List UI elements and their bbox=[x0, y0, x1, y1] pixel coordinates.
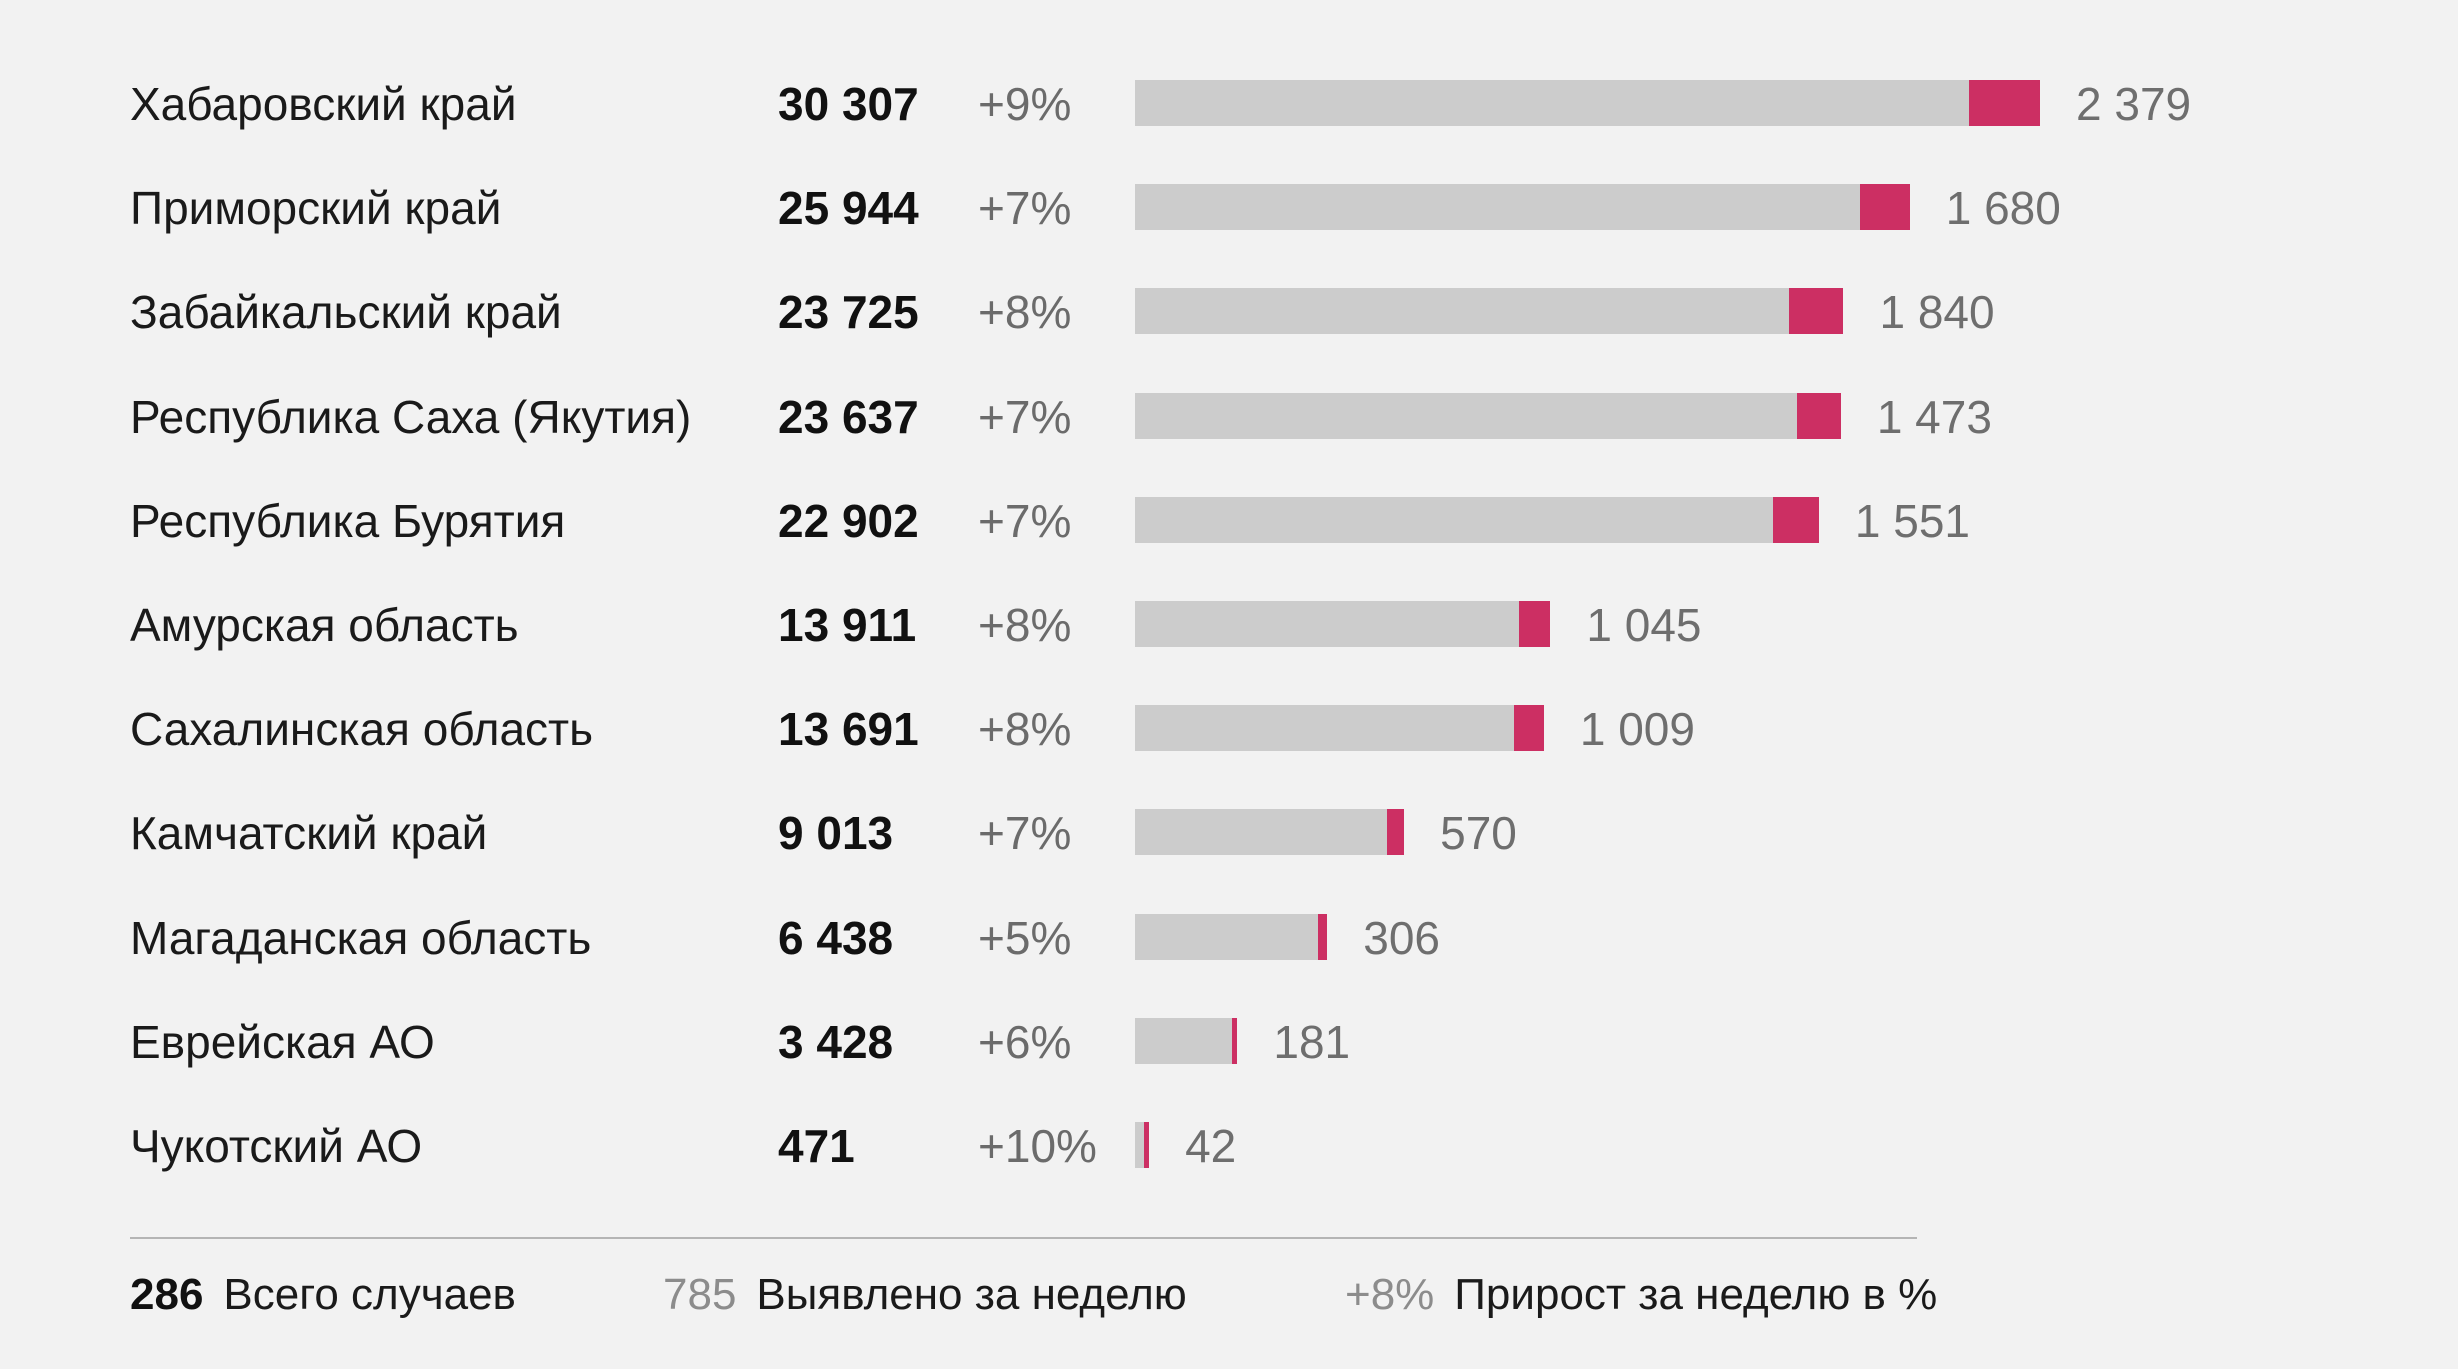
chart-row: Республика Саха (Якутия) 23 637 +7% 1 473 bbox=[0, 365, 2458, 469]
bar-previous-cases bbox=[1135, 705, 1514, 752]
bar-previous-cases bbox=[1135, 601, 1520, 647]
growth-percent-label: +8% bbox=[978, 599, 1072, 651]
chart-row: Амурская область 13 911 +8% 1 045 bbox=[0, 573, 2458, 677]
region-label: Еврейская АО bbox=[130, 1015, 435, 1068]
growth-percent-label: +7% bbox=[978, 390, 1072, 443]
growth-percent-label: +5% bbox=[978, 911, 1072, 964]
region-label: Республика Саха (Якутия) bbox=[130, 390, 692, 443]
total-cases-label: 3 428 bbox=[778, 1015, 894, 1068]
bar-weekly-cases bbox=[1788, 288, 1844, 335]
chart-row: Приморский край 25 944 +7% 1 680 bbox=[0, 156, 2458, 260]
total-cases-label: 22 902 bbox=[778, 494, 919, 547]
region-label: Чукотский АО bbox=[130, 1120, 423, 1172]
total-cases-label: 6 438 bbox=[778, 911, 894, 964]
bar-weekly-cases bbox=[1859, 184, 1910, 231]
total-cases-label: 13 911 bbox=[778, 599, 917, 651]
bar-weekly-cases bbox=[1513, 705, 1544, 752]
legend-divider bbox=[130, 1237, 1917, 1239]
legend-growth-value: +8% bbox=[1345, 1270, 1435, 1319]
region-label: Амурская область bbox=[130, 599, 519, 651]
weekly-cases-label: 1 840 bbox=[1879, 286, 1995, 339]
weekly-cases-label: 570 bbox=[1440, 807, 1517, 860]
bar-weekly-cases bbox=[1772, 496, 1819, 543]
legend-weekly-value: 785 bbox=[663, 1270, 737, 1319]
region-label: Приморский край bbox=[130, 182, 502, 235]
bar-weekly-cases bbox=[1318, 913, 1328, 960]
weekly-cases-label: 306 bbox=[1363, 911, 1440, 964]
chart-row: Чукотский АО 471 +10% 42 bbox=[0, 1094, 2458, 1198]
growth-percent-label: +8% bbox=[978, 703, 1072, 756]
total-cases-label: 30 307 bbox=[778, 78, 919, 130]
region-label: Хабаровский край bbox=[130, 78, 517, 130]
bar-previous-cases bbox=[1135, 1017, 1232, 1064]
legend-weekly: 785 Выявлено за неделю bbox=[663, 1255, 1187, 1335]
weekly-cases-label: 181 bbox=[1273, 1015, 1351, 1068]
region-label: Республика Бурятия bbox=[130, 494, 566, 547]
bar-previous-cases bbox=[1135, 913, 1319, 960]
bar-previous-cases bbox=[1135, 184, 1860, 231]
bar-weekly-cases bbox=[1144, 1122, 1150, 1168]
bar-weekly-cases bbox=[1387, 809, 1405, 856]
bar-previous-cases bbox=[1135, 80, 1969, 126]
growth-percent-label: +7% bbox=[978, 807, 1072, 860]
growth-percent-label: +7% bbox=[978, 182, 1072, 235]
total-cases-label: 23 637 bbox=[778, 390, 919, 443]
growth-percent-label: +9% bbox=[978, 78, 1072, 130]
bar-weekly-cases bbox=[1968, 80, 2040, 126]
weekly-cases-label: 2 379 bbox=[2076, 78, 2192, 130]
weekly-cases-label: 1 473 bbox=[1876, 390, 1992, 443]
region-label: Камчатский край bbox=[130, 807, 488, 860]
weekly-cases-label: 1 009 bbox=[1579, 703, 1695, 756]
legend-total-value: 286 bbox=[130, 1270, 204, 1319]
bar-weekly-cases bbox=[1519, 601, 1551, 647]
growth-percent-label: +7% bbox=[978, 494, 1072, 547]
weekly-cases-label: 1 551 bbox=[1854, 494, 1970, 547]
total-cases-label: 23 725 bbox=[778, 286, 919, 339]
growth-percent-label: +6% bbox=[978, 1015, 1072, 1068]
bar-previous-cases bbox=[1135, 496, 1773, 543]
legend-total-label: Всего случаев bbox=[223, 1270, 516, 1319]
legend-growth-label: Прирост за неделю в % bbox=[1454, 1270, 1938, 1319]
chart-row: Сахалинская область 13 691 +8% 1 009 bbox=[0, 677, 2458, 781]
chart-row: Еврейская АО 3 428 +6% 181 bbox=[0, 990, 2458, 1094]
growth-percent-label: +8% bbox=[978, 286, 1072, 339]
weekly-cases-label: 42 bbox=[1185, 1120, 1237, 1172]
bar-previous-cases bbox=[1135, 809, 1388, 856]
region-label: Магаданская область bbox=[130, 911, 592, 964]
legend-total: 286 Всего случаев bbox=[130, 1255, 516, 1335]
total-cases-label: 471 bbox=[778, 1120, 855, 1172]
region-label: Забайкальский край bbox=[130, 286, 562, 339]
chart-row: Забайкальский край 23 725 +8% 1 840 bbox=[0, 260, 2458, 364]
legend-weekly-label: Выявлено за неделю bbox=[756, 1270, 1187, 1319]
bar-weekly-cases bbox=[1231, 1017, 1238, 1064]
chart-row: Хабаровский край 30 307 +9% 2 379 bbox=[0, 52, 2458, 156]
chart-row: Магаданская область 6 438 +5% 306 bbox=[0, 886, 2458, 990]
weekly-cases-label: 1 680 bbox=[1945, 182, 2061, 235]
legend-growth: +8% Прирост за неделю в % bbox=[1345, 1255, 1937, 1335]
bar-previous-cases bbox=[1135, 392, 1797, 439]
region-label: Сахалинская область bbox=[130, 703, 594, 756]
bar-previous-cases bbox=[1135, 288, 1789, 335]
weekly-cases-label: 1 045 bbox=[1586, 599, 1702, 651]
total-cases-label: 13 691 bbox=[778, 703, 919, 756]
total-cases-label: 25 944 bbox=[778, 182, 919, 235]
bar-previous-cases bbox=[1135, 1122, 1145, 1168]
total-cases-label: 9 013 bbox=[778, 807, 894, 860]
chart-row: Камчатский край 9 013 +7% 570 bbox=[0, 781, 2458, 885]
growth-percent-label: +10% bbox=[978, 1120, 1097, 1172]
chart-row: Республика Бурятия 22 902 +7% 1 551 bbox=[0, 469, 2458, 573]
bar-weekly-cases bbox=[1796, 392, 1841, 439]
